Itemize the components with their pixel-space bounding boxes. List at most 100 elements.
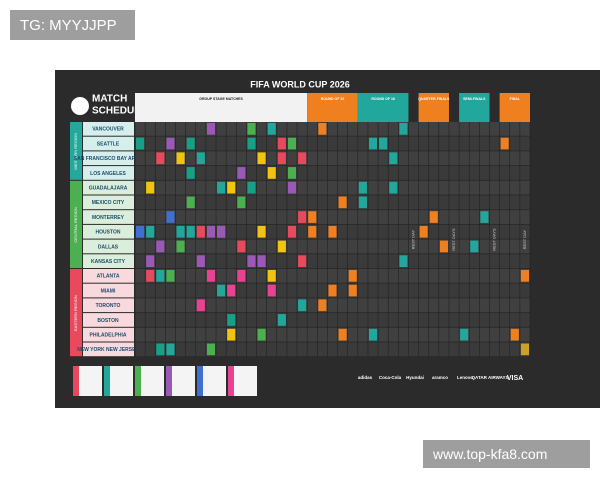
match-cell	[318, 123, 327, 135]
legend-tag	[166, 366, 172, 396]
rest-label: REST DAYS	[492, 228, 497, 251]
city-cell	[83, 269, 134, 283]
match-cell	[217, 284, 226, 297]
match-cell	[298, 211, 307, 223]
match-cell	[196, 299, 205, 312]
match-cell	[277, 240, 286, 253]
match-cell	[328, 225, 337, 238]
city-cell	[83, 122, 134, 136]
phase-header	[307, 93, 358, 122]
city-cell	[83, 224, 134, 239]
region-band	[70, 269, 82, 357]
grid-row	[135, 122, 530, 136]
match-cell	[176, 225, 185, 238]
rest-label: REST DAY	[411, 229, 416, 249]
city-cell	[83, 136, 134, 151]
match-cell	[500, 137, 509, 150]
match-cell	[227, 314, 236, 326]
match-cell	[389, 181, 398, 194]
match-cell	[287, 167, 297, 179]
match-cell	[368, 137, 378, 150]
match-cell	[186, 196, 195, 209]
match-cell	[146, 270, 155, 282]
city-name: PHILADELPHIA	[90, 332, 127, 338]
match-cell	[287, 181, 297, 194]
city-cell	[83, 180, 134, 195]
grid-row	[135, 151, 530, 166]
match-cell	[399, 123, 408, 135]
match-cell	[379, 137, 388, 150]
match-cell	[348, 270, 357, 282]
city-cell	[83, 254, 134, 268]
match-cell	[176, 240, 185, 253]
match-cell	[287, 137, 297, 150]
watermark: TG: MYYJJPP	[10, 10, 135, 40]
city-cell	[83, 283, 134, 298]
city-cell	[83, 313, 134, 327]
match-cell	[196, 225, 205, 238]
match-cell	[227, 181, 236, 194]
match-cell	[196, 152, 205, 165]
grid-row	[135, 166, 530, 180]
match-cell	[196, 255, 205, 267]
match-cell	[247, 255, 256, 267]
match-cell	[156, 152, 165, 165]
match-cell	[166, 343, 175, 356]
match-cell	[287, 225, 297, 238]
city-name: TORONTO	[96, 303, 121, 309]
match-cell	[399, 255, 408, 267]
city-name: GUADALAJARA	[89, 185, 128, 191]
phase-header	[499, 93, 530, 122]
city-name: BOSTON	[97, 318, 119, 324]
legend-tag	[104, 366, 110, 396]
phase-label: SEMI-FINALS	[463, 97, 486, 101]
match-cell	[460, 328, 469, 341]
match-cell	[206, 225, 216, 238]
match-cell	[257, 328, 266, 341]
match-cell	[338, 196, 347, 209]
match-cell	[166, 211, 175, 223]
phase-header	[418, 93, 449, 122]
city-cell	[83, 342, 134, 357]
grid-row	[135, 210, 530, 224]
match-cell	[308, 211, 317, 223]
match-cell	[277, 137, 286, 150]
grid-row	[135, 239, 530, 254]
poster-title: FIFA WORLD CUP 2026	[250, 79, 350, 89]
city-name: VANCOUVER	[92, 127, 124, 133]
grid-row	[135, 136, 530, 151]
grid-row	[135, 342, 530, 357]
match-cell	[298, 299, 307, 312]
rest-label: REST DAY	[522, 229, 527, 249]
grid-row	[135, 298, 530, 313]
match-cell	[298, 152, 307, 165]
legend-tag	[135, 366, 141, 396]
match-cell	[186, 167, 195, 179]
match-cell	[520, 270, 529, 282]
sponsor: QATAR AIRWAYS	[472, 375, 509, 380]
rest-label: REST DAYS	[451, 228, 456, 251]
match-cell	[166, 137, 175, 150]
match-cell	[156, 343, 165, 356]
sponsor: Coca-Cola	[379, 375, 402, 380]
city-name: SAN FRANCISCO BAY AREA	[74, 156, 143, 162]
city-cell	[83, 151, 134, 166]
match-cell	[237, 196, 246, 209]
match-cell	[257, 255, 266, 267]
sponsor: Lenovo	[457, 375, 473, 380]
legend-tag	[197, 366, 203, 396]
grid-row	[135, 254, 530, 268]
city-cell	[83, 210, 134, 224]
match-cell	[186, 137, 195, 150]
heading: SCHEDULE	[92, 106, 147, 117]
grid-row	[135, 180, 530, 195]
match-cell	[419, 225, 428, 238]
match-cell	[277, 314, 286, 326]
city-cell	[83, 298, 134, 313]
match-cell	[470, 240, 479, 253]
city-name: SEATTLE	[97, 141, 120, 147]
match-cell	[298, 255, 307, 267]
match-cell	[480, 211, 489, 223]
